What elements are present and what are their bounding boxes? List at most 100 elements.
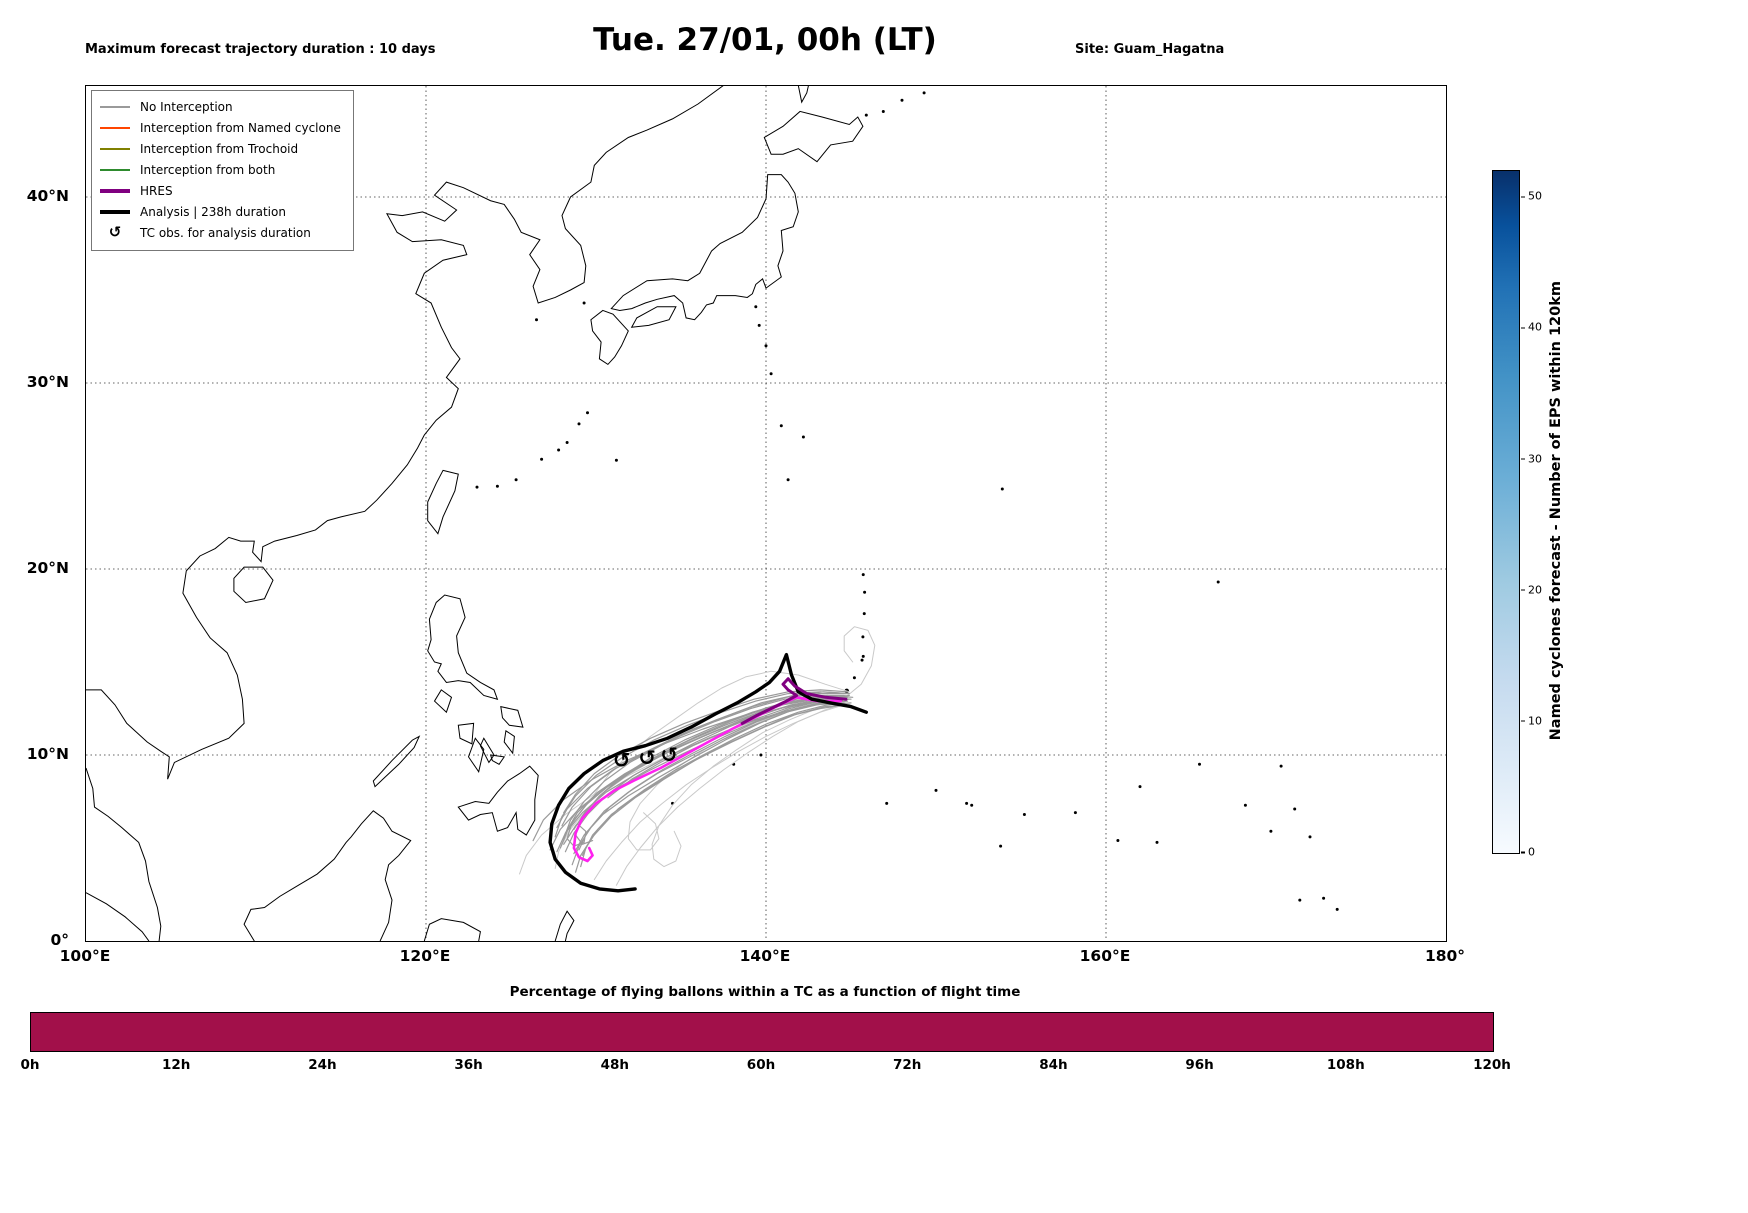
legend-swatch: [100, 105, 130, 108]
coastline-path: [234, 567, 273, 602]
strip-tick-label: 36h: [454, 1057, 483, 1073]
tc-obs-symbol: ↺: [613, 749, 631, 773]
coastline-path: [86, 893, 149, 941]
colorbar-tick-mark: [1521, 327, 1525, 329]
legend-label: Interception from Trochoid: [140, 141, 299, 156]
colorbar-label-text: Named cyclones forecast - Number of EPS …: [1548, 281, 1564, 741]
legend-swatch: [100, 147, 130, 150]
hres-track: [740, 677, 848, 725]
island-dot: [999, 844, 1003, 848]
coastline-path: [86, 86, 724, 779]
island-dot: [514, 478, 518, 482]
island-dot: [1293, 807, 1297, 811]
island-dot: [1073, 811, 1077, 815]
island-dot: [495, 484, 499, 488]
legend-item: Interception from Named cyclone: [100, 117, 341, 138]
colorbar-tick-mark: [1521, 196, 1525, 198]
coastlines: [86, 86, 863, 941]
map-panel: ↺ ↺ ↺ No Interception Interception from Na…: [85, 85, 1447, 942]
island-dot: [565, 441, 569, 445]
coastline-path: [435, 690, 452, 712]
island-dot: [801, 435, 805, 439]
island-dot: [754, 305, 758, 309]
coastline-path: [501, 707, 523, 727]
legend: No Interception Interception from Named …: [91, 90, 354, 251]
x-tick-label: 160°E: [1079, 947, 1131, 965]
trajectory-layer: [519, 626, 876, 893]
island-dot: [934, 788, 938, 792]
eps-track-light: [627, 698, 845, 851]
x-tick-label: 100°E: [59, 947, 111, 965]
island-dot: [860, 658, 864, 662]
cyclone-icon: ↺: [108, 223, 122, 241]
legend-item: Analysis | 238h duration: [100, 201, 341, 222]
coastline-path: [632, 307, 676, 327]
island-dot: [1279, 764, 1283, 768]
island-dot: [582, 301, 586, 305]
strip-tick-label: 96h: [1185, 1057, 1214, 1073]
legend-item: Interception from Trochoid: [100, 138, 341, 159]
coastline-path: [504, 731, 514, 753]
colorbar-tick-label: 40: [1521, 321, 1542, 334]
legend-label: Analysis | 238h duration: [140, 204, 286, 219]
magenta-track: [572, 695, 843, 863]
map-canvas: ↺ ↺ ↺: [86, 86, 1446, 941]
island-dot: [786, 478, 790, 482]
island-dot: [759, 753, 763, 757]
island-dot: [1322, 896, 1326, 900]
figure-title: Tue. 27/01, 00h (LT): [593, 22, 937, 58]
island-dot: [1000, 487, 1004, 491]
strip-tick-label: 0h: [20, 1057, 40, 1073]
eps-track: [575, 704, 847, 873]
strip-tick-label: 108h: [1326, 1057, 1365, 1073]
coastline-path: [458, 723, 473, 743]
island-dot: [1198, 762, 1201, 766]
island-dot: [900, 98, 904, 102]
island-dot: [1116, 839, 1120, 843]
legend-label: No Interception: [140, 99, 233, 114]
y-tick-label: 40°N: [26, 187, 69, 205]
tc-symbol-layer: ↺ ↺ ↺: [613, 743, 678, 773]
colorbar-tick-mark: [1521, 851, 1525, 854]
y-tick-label: 30°N: [26, 373, 69, 391]
eps-track: [563, 691, 850, 840]
island-dot: [614, 458, 618, 462]
island-dot: [863, 590, 867, 594]
x-tick-label: 180°: [1424, 947, 1466, 965]
legend-swatch: [100, 168, 130, 171]
coastline-path: [491, 755, 505, 764]
strip-tick-label: 12h: [161, 1057, 191, 1073]
strip-tick-label: 72h: [892, 1057, 922, 1073]
colorbar-ticks: 0 10 20 30 40 50: [1521, 170, 1555, 859]
strip-axis: 0h 12h 24h 36h 48h 60h 72h 84h 96h 108h 120h: [20, 1057, 1510, 1079]
strip-tick-label: 60h: [746, 1057, 776, 1073]
colorbar-tick-mark: [1521, 458, 1525, 460]
coastline-path: [798, 86, 808, 102]
colorbar-tick-label: 10: [1521, 714, 1542, 727]
island-dot: [535, 318, 538, 322]
coastline-path: [480, 738, 494, 762]
eps-track-light: [651, 700, 843, 868]
legend-swatch: [100, 209, 130, 214]
legend-item: ↺ TC obs. for analysis duration: [100, 222, 341, 243]
island-dot: [861, 654, 865, 658]
tc-obs-symbol: ↺: [660, 743, 678, 767]
strip-title: Percentage of flying ballons within a TC…: [509, 984, 1021, 1000]
island-dot: [885, 801, 889, 805]
y-axis: 0° 10°N 20°N 30°N 40°N: [0, 85, 77, 949]
coastline-path: [611, 175, 798, 320]
island-dot: [864, 113, 868, 117]
island-dot: [1138, 785, 1142, 789]
y-tick-label: 20°N: [26, 559, 69, 577]
y-tick-label: 0°: [50, 931, 69, 949]
eps-track: [578, 700, 844, 851]
strip-tick-label: 48h: [600, 1057, 629, 1073]
param-line: Maximum forecast trajectory duration : 1…: [85, 42, 436, 57]
coastline-path: [86, 768, 161, 941]
island-dot: [970, 803, 974, 807]
island-dot: [965, 801, 969, 805]
island-dot: [1269, 829, 1273, 833]
eps-track-light: [593, 670, 850, 795]
island-layer: [475, 91, 1339, 911]
